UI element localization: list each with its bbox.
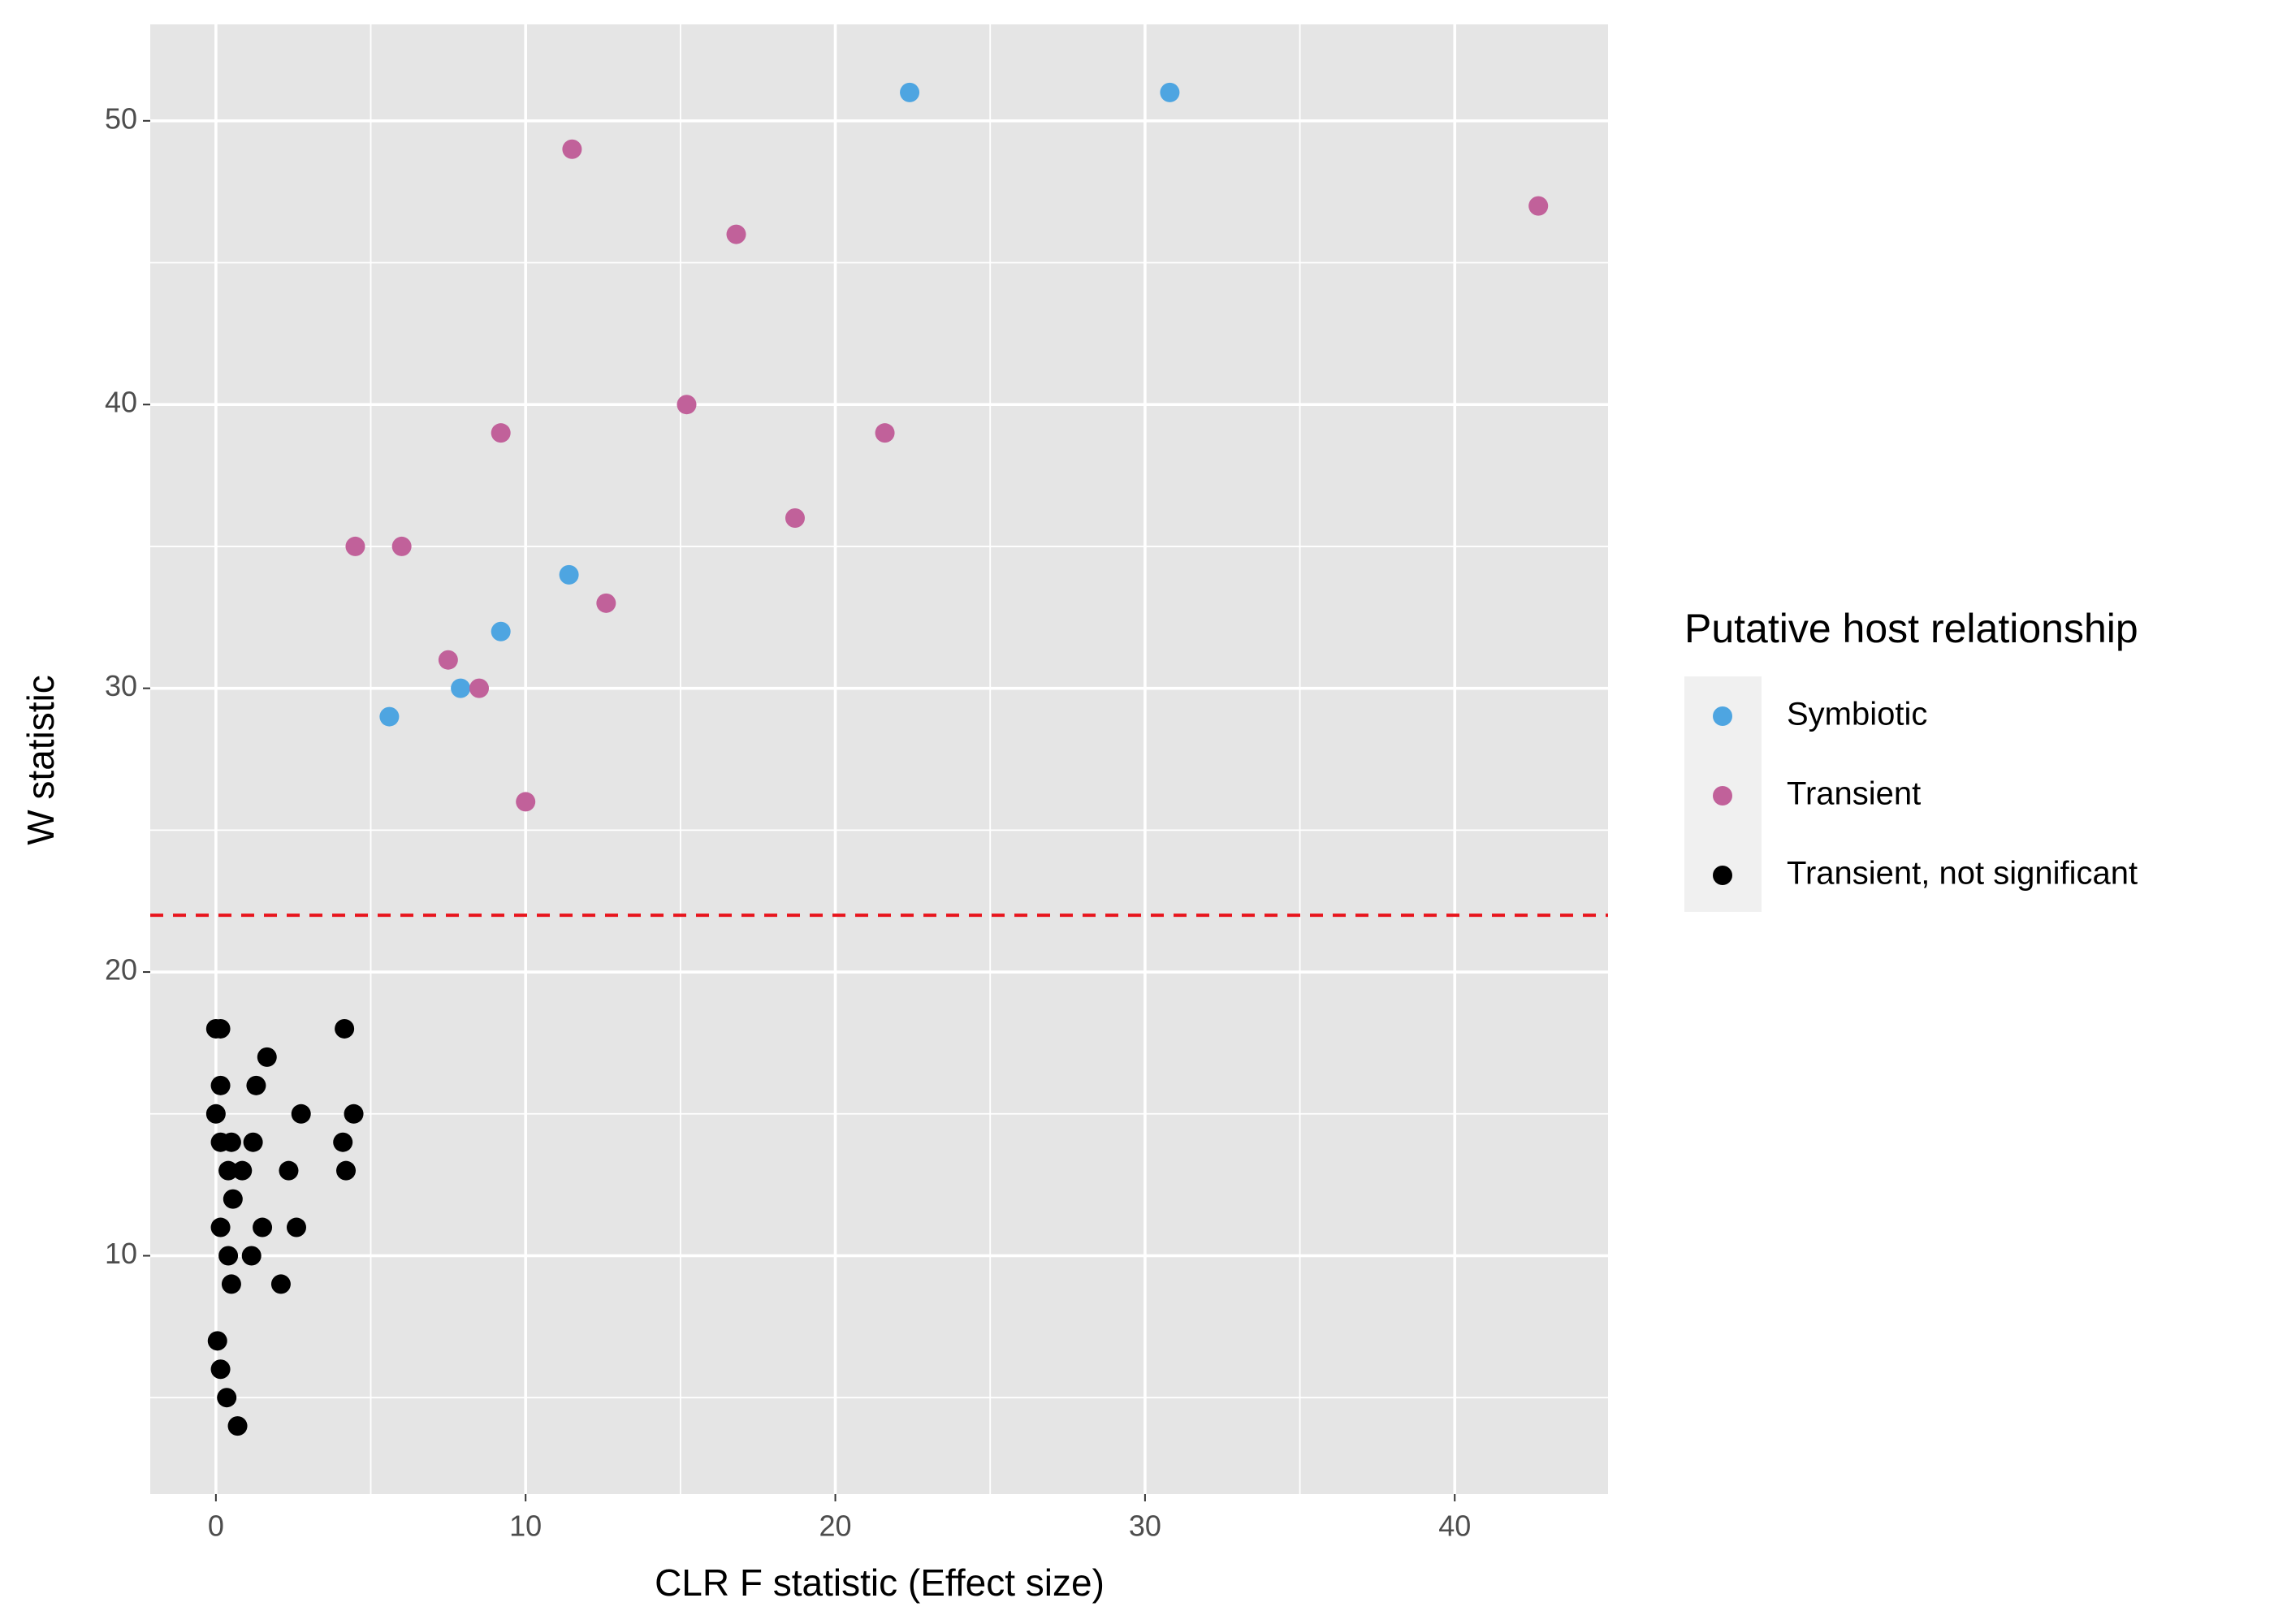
legend-marker bbox=[1713, 866, 1732, 885]
data-point bbox=[217, 1388, 237, 1408]
legend-label: Transient bbox=[1787, 776, 1921, 812]
data-point bbox=[210, 1359, 231, 1380]
x-tick-label: 30 bbox=[1129, 1510, 1161, 1543]
data-point bbox=[491, 423, 511, 443]
legend-marker bbox=[1713, 786, 1732, 806]
x-tick-label: 0 bbox=[208, 1510, 224, 1543]
data-point bbox=[438, 650, 458, 670]
legend-label: Transient, not significant bbox=[1787, 856, 2138, 892]
data-point bbox=[218, 1246, 239, 1266]
y-tick-label: 20 bbox=[105, 953, 137, 987]
data-point bbox=[241, 1246, 262, 1266]
data-point bbox=[559, 564, 579, 585]
data-point bbox=[491, 621, 511, 641]
data-point bbox=[227, 1416, 248, 1436]
data-point bbox=[221, 1132, 241, 1152]
data-point bbox=[286, 1217, 306, 1237]
data-point bbox=[210, 1018, 231, 1039]
data-point bbox=[451, 678, 471, 698]
data-point bbox=[391, 536, 412, 556]
y-tick-label: 50 bbox=[105, 102, 137, 135]
data-point bbox=[205, 1104, 226, 1124]
data-point bbox=[336, 1160, 357, 1181]
data-point bbox=[333, 1132, 353, 1152]
data-point bbox=[279, 1160, 299, 1181]
data-point bbox=[785, 508, 805, 528]
x-axis-title: CLR F statistic (Effect size) bbox=[655, 1561, 1105, 1604]
data-point bbox=[335, 1018, 355, 1039]
data-point bbox=[253, 1217, 273, 1237]
x-tick-label: 40 bbox=[1438, 1510, 1471, 1543]
y-axis-title: W statistic bbox=[19, 675, 62, 845]
data-point bbox=[379, 706, 400, 727]
x-tick-label: 10 bbox=[509, 1510, 542, 1543]
data-point bbox=[223, 1189, 243, 1209]
data-point bbox=[1528, 196, 1549, 216]
data-point bbox=[345, 536, 365, 556]
data-point bbox=[232, 1160, 253, 1181]
data-point bbox=[270, 1274, 291, 1294]
data-point bbox=[677, 395, 697, 415]
data-point bbox=[210, 1075, 231, 1095]
data-point bbox=[469, 678, 489, 698]
y-tick-label: 40 bbox=[105, 386, 137, 419]
data-point bbox=[291, 1104, 311, 1124]
data-point bbox=[562, 139, 582, 159]
data-point bbox=[344, 1104, 364, 1124]
data-point bbox=[875, 423, 895, 443]
data-point bbox=[1160, 82, 1180, 102]
legend-title: Putative host relationship bbox=[1684, 606, 2138, 651]
data-point bbox=[246, 1075, 266, 1095]
data-point bbox=[257, 1047, 277, 1067]
data-point bbox=[243, 1132, 263, 1152]
data-point bbox=[726, 224, 746, 244]
data-point bbox=[516, 792, 536, 812]
data-point bbox=[221, 1274, 241, 1294]
data-point bbox=[596, 593, 616, 613]
y-tick-label: 10 bbox=[105, 1237, 137, 1270]
plot-panel bbox=[150, 24, 1608, 1494]
x-tick-label: 20 bbox=[819, 1510, 852, 1543]
data-point bbox=[207, 1331, 227, 1351]
data-point bbox=[210, 1217, 231, 1237]
y-tick-label: 30 bbox=[105, 669, 137, 702]
legend-marker bbox=[1713, 706, 1732, 726]
legend-label: Symbiotic bbox=[1787, 697, 1927, 732]
data-point bbox=[900, 82, 920, 102]
data-point bbox=[218, 1160, 239, 1181]
